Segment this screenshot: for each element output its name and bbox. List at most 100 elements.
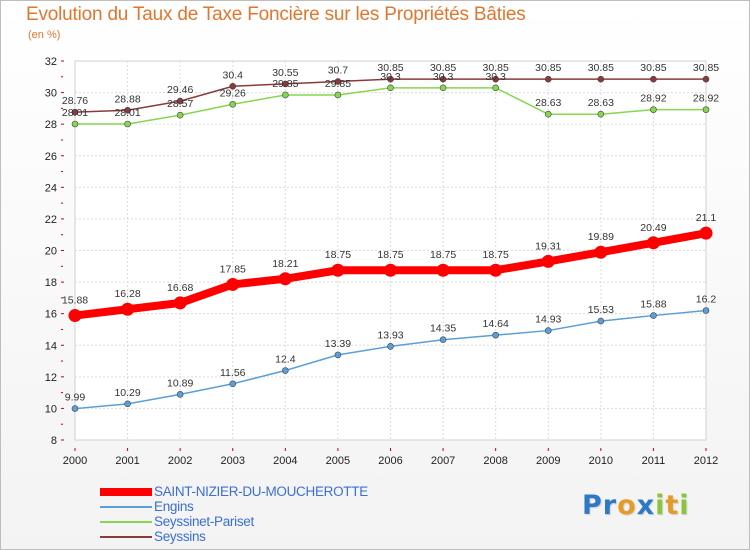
data-point	[387, 343, 394, 350]
data-point	[176, 111, 184, 119]
y-tick-label: 30	[45, 88, 57, 100]
data-label: 15.53	[588, 304, 614, 316]
data-point	[71, 108, 79, 116]
data-label: 30.55	[272, 67, 298, 79]
data-point	[439, 84, 447, 92]
data-label: 14.35	[430, 323, 456, 335]
data-point	[702, 75, 710, 83]
data-label: 29.26	[220, 87, 246, 99]
data-label: 15.88	[640, 299, 666, 311]
y-tick-label: 8	[51, 435, 57, 447]
data-point	[439, 75, 447, 83]
data-point	[544, 75, 552, 83]
legend-item: SAINT-NIZIER-DU-MOUCHEROTTE	[100, 484, 368, 499]
data-point	[282, 91, 289, 99]
data-point	[597, 110, 605, 118]
logo-letter: x	[636, 490, 656, 521]
data-label: 30.3	[485, 71, 506, 83]
legend-swatch	[100, 487, 152, 496]
data-point	[597, 75, 605, 83]
axis-layer: 8 10 12 14 16 18 20 22 24 26 28 30 32 2000 2001 2002 200…	[45, 56, 718, 467]
data-point	[176, 391, 184, 398]
y-tick-label: 16	[45, 309, 57, 321]
data-label: 28.88	[114, 93, 140, 105]
x-tick-label: 2002	[168, 455, 192, 467]
data-label: 17.85	[220, 263, 246, 275]
data-point	[331, 263, 345, 277]
series-layer	[68, 75, 713, 412]
data-label: 9.99	[65, 392, 86, 404]
legend-item: Engins	[100, 499, 368, 514]
data-label: 15.88	[62, 295, 88, 307]
y-tick-label: 14	[45, 340, 57, 352]
legend-item: Seyssinet-Pariset	[100, 514, 368, 529]
y-tick-label: 18	[45, 277, 57, 289]
data-point	[492, 331, 499, 339]
data-point	[278, 272, 292, 286]
data-point	[544, 327, 552, 334]
x-tick-label: 2010	[589, 455, 613, 467]
data-point	[176, 97, 184, 105]
logo-letter: o	[617, 490, 637, 521]
data-point	[650, 312, 657, 319]
data-point	[541, 254, 555, 268]
x-tick-label: 2009	[536, 455, 560, 467]
data-point	[650, 75, 657, 83]
data-label: 30.3	[380, 71, 401, 83]
data-label: 30.85	[640, 62, 666, 74]
data-label: 18.21	[272, 258, 298, 270]
logo-letter: i	[655, 490, 666, 521]
data-point	[71, 405, 79, 412]
data-label: 11.56	[220, 367, 246, 379]
data-point	[544, 110, 552, 118]
data-point	[650, 106, 657, 113]
data-point	[229, 82, 237, 90]
data-point	[282, 367, 289, 374]
data-point	[68, 309, 82, 323]
data-point	[71, 120, 79, 128]
data-point	[334, 78, 342, 85]
data-point	[334, 91, 342, 99]
data-label: 21.1	[696, 212, 717, 224]
legend-label: SAINT-NIZIER-DU-MOUCHEROTTE	[154, 484, 368, 499]
y-tick-label: 28	[45, 119, 57, 131]
data-point	[699, 226, 713, 240]
data-point	[173, 296, 187, 310]
data-point	[229, 380, 237, 388]
legend-label: Engins	[154, 499, 194, 514]
data-point	[387, 84, 394, 92]
data-label: 18.75	[377, 249, 403, 261]
x-tick-label: 2000	[63, 455, 87, 467]
y-tick-label: 22	[45, 214, 57, 226]
data-point	[124, 120, 131, 128]
data-label: 30.85	[430, 62, 456, 74]
y-tick-label: 26	[45, 151, 57, 163]
x-tick-label: 2005	[326, 455, 350, 467]
chart-subtitle: (en %)	[28, 29, 61, 41]
x-tick-label: 2003	[221, 455, 245, 467]
data-point	[226, 277, 240, 291]
data-point	[597, 317, 605, 325]
data-label: 28.63	[535, 97, 561, 109]
data-label: 16.28	[114, 288, 140, 300]
data-label-layer: 15.88 16.28 16.68 17.85 18.21 18.75 18.75 18.75…	[62, 62, 719, 403]
data-label: 14.64	[483, 318, 509, 330]
data-point	[124, 400, 131, 408]
data-label: 18.75	[325, 249, 351, 261]
data-point	[282, 80, 289, 88]
data-label: 30.4	[223, 69, 244, 81]
data-label: 29.85	[325, 78, 351, 90]
logo-letter: P	[582, 490, 603, 521]
legend-swatch	[100, 505, 152, 508]
data-label: 30.7	[328, 65, 349, 77]
data-label: 13.93	[377, 329, 403, 341]
data-point	[489, 263, 503, 277]
x-tick-label: 2012	[694, 455, 718, 467]
legend: SAINT-NIZIER-DU-MOUCHEROTTE Engins Seyssin…	[100, 484, 368, 544]
data-point	[124, 106, 131, 114]
proxiti-logo: Proxiti	[582, 490, 690, 521]
data-label: 28.63	[588, 97, 614, 109]
legend-label: Seyssins	[154, 529, 206, 544]
data-label: 29.85	[272, 78, 298, 90]
